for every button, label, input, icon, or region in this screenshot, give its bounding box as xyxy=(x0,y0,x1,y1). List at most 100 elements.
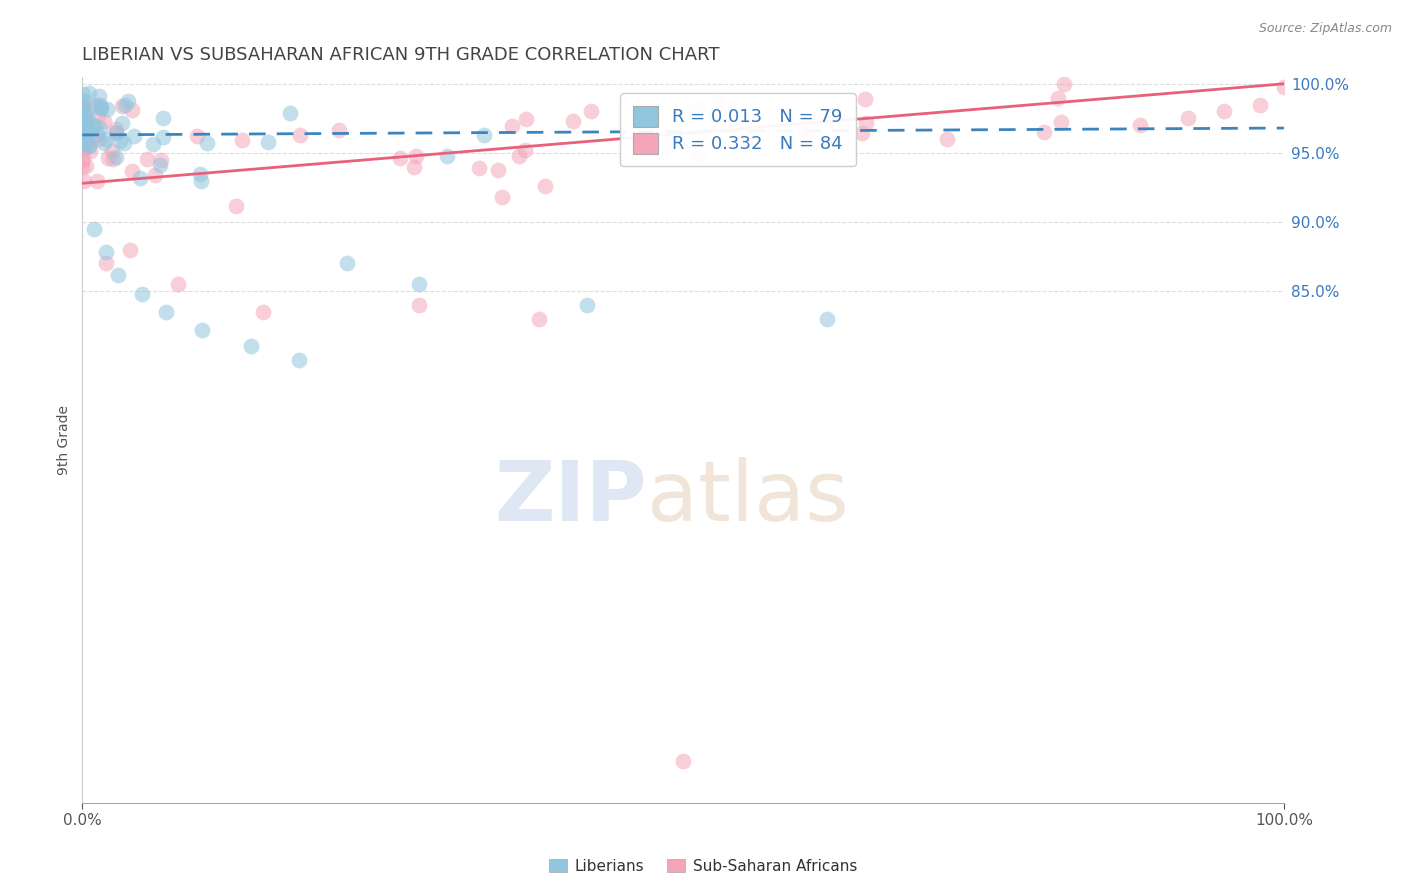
Point xyxy=(77,137,100,152)
Point xyxy=(72,128,94,142)
Point xyxy=(83,119,105,133)
Point xyxy=(77,138,100,153)
Point xyxy=(515,112,537,127)
Point xyxy=(90,102,112,116)
Point xyxy=(1212,104,1234,119)
Point xyxy=(73,129,96,144)
Point xyxy=(686,100,709,114)
Point xyxy=(149,158,172,172)
Point xyxy=(73,122,96,136)
Point xyxy=(280,105,302,120)
Point xyxy=(73,132,96,146)
Point xyxy=(152,111,174,125)
Point xyxy=(101,152,124,166)
Point xyxy=(120,243,142,257)
Point xyxy=(167,277,190,292)
Point xyxy=(93,114,115,128)
Point xyxy=(149,153,172,167)
Point xyxy=(72,97,94,112)
Point xyxy=(128,171,150,186)
Point xyxy=(72,100,94,114)
Point xyxy=(534,179,557,194)
Point xyxy=(72,116,94,130)
Point xyxy=(855,116,877,130)
Point xyxy=(107,268,129,282)
Point xyxy=(72,103,94,117)
Point xyxy=(73,137,96,152)
Point xyxy=(72,109,94,123)
Point xyxy=(195,136,218,150)
Point xyxy=(581,103,603,118)
Point xyxy=(96,245,118,260)
Point xyxy=(87,97,110,112)
Point xyxy=(73,133,96,147)
Point xyxy=(72,136,94,150)
Text: Source: ZipAtlas.com: Source: ZipAtlas.com xyxy=(1258,22,1392,36)
Y-axis label: 9th Grade: 9th Grade xyxy=(58,405,72,475)
Point xyxy=(851,126,873,140)
Point xyxy=(72,122,94,136)
Point xyxy=(186,128,208,143)
Legend: R = 0.013   N = 79, R = 0.332   N = 84: R = 0.013 N = 79, R = 0.332 N = 84 xyxy=(620,93,856,167)
Point xyxy=(96,102,118,116)
Point xyxy=(486,163,509,178)
Point xyxy=(815,311,838,326)
Point xyxy=(1177,112,1199,126)
Point xyxy=(72,128,94,143)
Point xyxy=(76,114,98,128)
Point xyxy=(1032,125,1054,139)
Point xyxy=(76,121,98,136)
Point xyxy=(155,305,177,319)
Point xyxy=(1052,77,1074,91)
Point xyxy=(72,137,94,152)
Point xyxy=(575,298,598,312)
Point xyxy=(75,123,97,137)
Point xyxy=(191,323,214,337)
Point xyxy=(75,124,97,138)
Point xyxy=(508,149,530,163)
Point xyxy=(257,136,280,150)
Point xyxy=(72,113,94,128)
Point xyxy=(72,125,94,139)
Point xyxy=(152,129,174,144)
Point xyxy=(72,127,94,141)
Point xyxy=(688,149,710,163)
Point xyxy=(72,102,94,116)
Point xyxy=(72,133,94,147)
Point xyxy=(436,149,458,163)
Point xyxy=(96,256,118,270)
Point xyxy=(290,128,312,142)
Point xyxy=(72,152,94,166)
Point xyxy=(408,277,430,292)
Point xyxy=(402,160,425,174)
Point xyxy=(231,133,253,147)
Point xyxy=(105,149,128,163)
Legend: Liberians, Sub-Saharan Africans: Liberians, Sub-Saharan Africans xyxy=(543,853,863,880)
Point xyxy=(287,353,309,368)
Point xyxy=(72,133,94,147)
Point xyxy=(72,108,94,122)
Point xyxy=(75,108,97,122)
Point xyxy=(89,132,111,146)
Point xyxy=(1049,115,1071,129)
Text: atlas: atlas xyxy=(647,458,849,538)
Point xyxy=(86,100,108,114)
Point xyxy=(83,222,105,236)
Point xyxy=(72,114,94,128)
Point xyxy=(225,199,247,213)
Point xyxy=(121,164,143,178)
Point xyxy=(72,87,94,101)
Point xyxy=(75,136,97,150)
Point xyxy=(100,144,122,158)
Point xyxy=(97,151,120,165)
Point xyxy=(93,136,115,150)
Point xyxy=(72,130,94,145)
Point xyxy=(657,140,679,154)
Point xyxy=(408,298,430,312)
Point xyxy=(794,124,817,138)
Point xyxy=(75,132,97,146)
Point xyxy=(72,143,94,157)
Point xyxy=(86,127,108,141)
Point xyxy=(190,167,212,181)
Text: LIBERIAN VS SUBSAHARAN AFRICAN 9TH GRADE CORRELATION CHART: LIBERIAN VS SUBSAHARAN AFRICAN 9TH GRADE… xyxy=(83,46,720,64)
